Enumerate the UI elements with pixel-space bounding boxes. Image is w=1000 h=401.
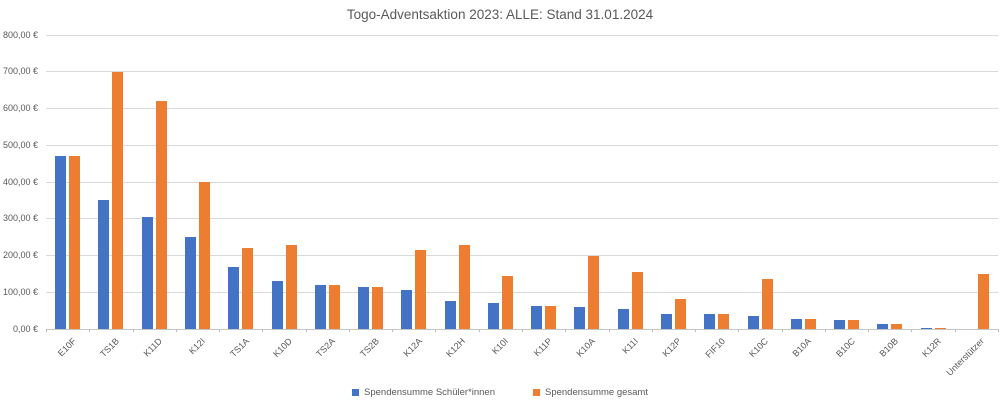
bar-spendensumme-schueler (271, 281, 283, 329)
x-axis-tick (738, 329, 740, 332)
x-axis-tick (219, 329, 221, 332)
x-axis-tick (89, 329, 91, 332)
bar-spendensumme-gesamt (848, 319, 859, 329)
x-axis-tick (435, 329, 437, 332)
bar-spendensumme-schueler (704, 314, 716, 329)
grid-line (46, 291, 998, 293)
bar-spendensumme-gesamt (112, 71, 124, 330)
bar-spendensumme-schueler (401, 290, 413, 329)
x-axis-tick (392, 329, 394, 332)
x-axis-tick (608, 329, 610, 332)
bar-spendensumme-gesamt (977, 273, 989, 329)
y-axis-label: 300,00 € (2, 213, 38, 224)
y-axis-label: 200,00 € (2, 250, 38, 260)
grid-line (46, 218, 998, 220)
bar-spendensumme-gesamt (545, 305, 557, 329)
legend-label: Spendensumme gesamt (545, 387, 648, 398)
x-axis-tick (651, 329, 653, 332)
bar-spendensumme-gesamt (328, 284, 340, 329)
y-axis-label: 600,00 € (2, 103, 38, 113)
x-axis-tick (348, 329, 350, 332)
bar-spendensumme-gesamt (458, 245, 470, 329)
grid-line (46, 71, 998, 73)
bar-spendensumme-gesamt (199, 182, 210, 329)
y-axis-label: 500,00 € (2, 139, 38, 150)
x-axis-tick (824, 329, 826, 332)
bar-spendensumme-schueler (877, 324, 889, 329)
bar-spendensumme-gesamt (285, 244, 297, 329)
bar-spendensumme-gesamt (415, 250, 427, 329)
bar-spendensumme-gesamt (934, 327, 946, 329)
bar-spendensumme-schueler (617, 309, 629, 329)
grid-line (46, 144, 998, 146)
bar-spendensumme-schueler (920, 327, 932, 329)
grid-line (46, 34, 998, 36)
bar-spendensumme-gesamt (804, 319, 816, 329)
y-axis-label: 400,00 € (2, 176, 38, 187)
legend-item: Spendensumme Schüler*innen (352, 387, 495, 398)
grid-line (46, 108, 998, 109)
x-axis-tick (132, 329, 134, 332)
bar-spendensumme-gesamt (69, 156, 81, 329)
bar-spendensumme-schueler (747, 316, 759, 329)
x-axis-tick (695, 329, 697, 332)
bar-spendensumme-schueler (834, 319, 845, 329)
bar-spendensumme-schueler (141, 216, 153, 329)
legend-swatch-icon (352, 389, 360, 396)
x-axis-tick (998, 329, 999, 332)
x-axis-tick (305, 329, 307, 332)
chart-title: Togo-Adventsaktion 2023: ALLE: Stand 31.… (346, 7, 654, 22)
bar-spendensumme-gesamt (631, 272, 643, 329)
bar-spendensumme-gesamt (718, 314, 730, 329)
bar-spendensumme-gesamt (891, 323, 903, 329)
x-axis-tick (478, 329, 480, 332)
bar-spendensumme-schueler (55, 156, 67, 329)
y-axis-label: 700,00 € (2, 66, 38, 77)
legend-swatch-icon (533, 389, 540, 396)
bar-spendensumme-schueler (487, 303, 499, 329)
x-axis-tick (175, 329, 177, 332)
x-axis-tick (911, 329, 913, 332)
x-axis-tick (954, 329, 956, 332)
bar-spendensumme-schueler (228, 266, 240, 329)
bar-spendensumme-gesamt (155, 101, 167, 329)
bar-spendensumme-gesamt (372, 287, 383, 329)
legend: Spendensumme Schüler*innen Spendensumme g… (0, 387, 1000, 398)
bar-spendensumme-schueler (358, 287, 369, 329)
y-axis-label: 100,00 € (2, 286, 38, 297)
y-axis-label: 0,00 € (12, 323, 38, 334)
x-axis-tick (46, 329, 47, 332)
bar-spendensumme-schueler (444, 301, 456, 329)
bar-spendensumme-schueler (185, 237, 196, 329)
bar-spendensumme-schueler (574, 307, 586, 329)
bar-spendensumme-gesamt (242, 248, 254, 329)
x-axis-tick (262, 329, 264, 332)
grid-line (46, 255, 998, 256)
legend-item: Spendensumme gesamt (533, 387, 648, 398)
bar-spendensumme-gesamt (588, 255, 600, 329)
grid-line (46, 181, 998, 183)
legend-label: Spendensumme Schüler*innen (364, 387, 495, 398)
bar-spendensumme-schueler (790, 319, 802, 329)
x-axis-tick (522, 329, 523, 332)
x-axis-tick (781, 329, 783, 332)
bar-spendensumme-gesamt (761, 279, 773, 329)
x-axis-tick (868, 329, 870, 332)
bar-spendensumme-gesamt (675, 298, 686, 329)
bar-spendensumme-schueler (531, 305, 543, 329)
bar-spendensumme-schueler (661, 314, 672, 329)
y-axis-label: 800,00 € (2, 29, 38, 40)
bar-spendensumme-schueler (314, 284, 326, 329)
bar-spendensumme-gesamt (501, 276, 513, 329)
x-axis-tick (565, 329, 567, 332)
bar-spendensumme-schueler (98, 200, 110, 329)
